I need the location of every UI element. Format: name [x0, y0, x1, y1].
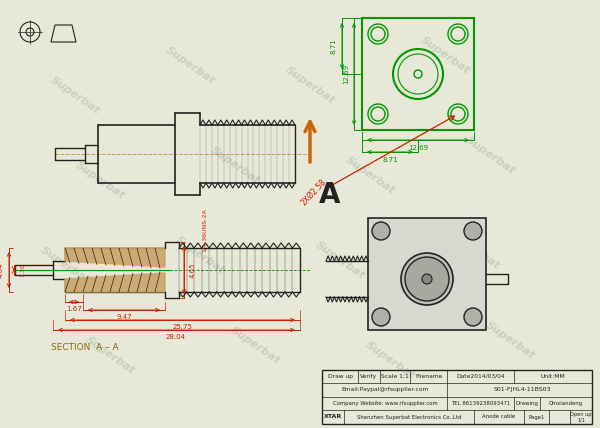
- Text: Superbat: Superbat: [343, 155, 397, 196]
- Text: Email:Paypal@rfsupplier.com: Email:Paypal@rfsupplier.com: [341, 387, 428, 392]
- Text: 9.47: 9.47: [116, 314, 132, 320]
- Circle shape: [372, 222, 390, 240]
- Circle shape: [401, 253, 453, 305]
- Text: 28.04: 28.04: [166, 334, 186, 340]
- Text: Superbat: Superbat: [229, 324, 281, 366]
- Text: Superbat: Superbat: [73, 159, 127, 201]
- Text: Filename: Filename: [415, 374, 443, 379]
- Text: Qinxiandeng: Qinxiandeng: [549, 401, 583, 406]
- Text: 1/4-36UNS-2A: 1/4-36UNS-2A: [202, 208, 206, 252]
- Bar: [368, 218, 486, 330]
- Polygon shape: [65, 273, 165, 292]
- Text: Superbat: Superbat: [49, 74, 101, 116]
- Text: Scale 1:1: Scale 1:1: [381, 374, 409, 379]
- Text: TEL 86139238093471: TEL 86139238093471: [451, 401, 511, 406]
- Circle shape: [405, 257, 449, 301]
- Text: 2XØ2.58: 2XØ2.58: [299, 177, 328, 207]
- Text: Superbat: Superbat: [83, 334, 137, 376]
- Circle shape: [372, 308, 390, 326]
- Text: Page1: Page1: [529, 414, 545, 419]
- Text: Superbat: Superbat: [313, 239, 367, 281]
- Text: SECTION  A – A: SECTION A – A: [51, 344, 119, 353]
- Text: Superbat: Superbat: [38, 244, 92, 285]
- Text: Draw up: Draw up: [328, 374, 353, 379]
- Text: Superbat: Superbat: [364, 339, 416, 380]
- Text: Superbat: Superbat: [283, 64, 337, 106]
- Text: Date2014/03/04: Date2014/03/04: [457, 374, 505, 379]
- Text: A: A: [319, 181, 341, 209]
- Text: 8.71: 8.71: [331, 38, 337, 54]
- Text: Superbat: Superbat: [418, 34, 472, 76]
- Text: 12.69: 12.69: [343, 64, 349, 84]
- Text: Drawing: Drawing: [515, 401, 539, 406]
- Text: Company Website: www.rfsupplier.com: Company Website: www.rfsupplier.com: [332, 401, 437, 406]
- Text: 4.04: 4.04: [0, 262, 4, 278]
- Polygon shape: [65, 248, 165, 267]
- Text: Unit:MM: Unit:MM: [541, 374, 565, 379]
- Text: Superbat: Superbat: [448, 229, 502, 270]
- Text: 25.75: 25.75: [172, 324, 192, 330]
- Text: S01-FJHL4-11BS03: S01-FJHL4-11BS03: [493, 387, 551, 392]
- Circle shape: [464, 308, 482, 326]
- Text: 8.71: 8.71: [382, 157, 398, 163]
- Text: 1.30: 1.30: [20, 263, 25, 277]
- Text: Superbat: Superbat: [173, 235, 227, 276]
- Bar: [362, 18, 474, 130]
- Text: Open up
1/1: Open up 1/1: [570, 412, 592, 422]
- Text: 12.69: 12.69: [408, 145, 428, 151]
- Text: 1.67: 1.67: [66, 306, 82, 312]
- Text: Superbat: Superbat: [163, 45, 217, 86]
- Bar: [322, 370, 592, 424]
- Text: Superbat: Superbat: [463, 134, 517, 175]
- Text: Verify: Verify: [361, 374, 377, 379]
- Text: Shenzhen Superbat Electronics Co.,Ltd: Shenzhen Superbat Electronics Co.,Ltd: [357, 414, 461, 419]
- Text: Anode cable: Anode cable: [482, 414, 515, 419]
- Text: Superbat: Superbat: [484, 319, 536, 361]
- Circle shape: [422, 274, 432, 284]
- Text: Superbat: Superbat: [208, 144, 262, 186]
- Circle shape: [464, 222, 482, 240]
- Text: XTAR: XTAR: [324, 414, 342, 419]
- Text: 4.65: 4.65: [190, 262, 196, 278]
